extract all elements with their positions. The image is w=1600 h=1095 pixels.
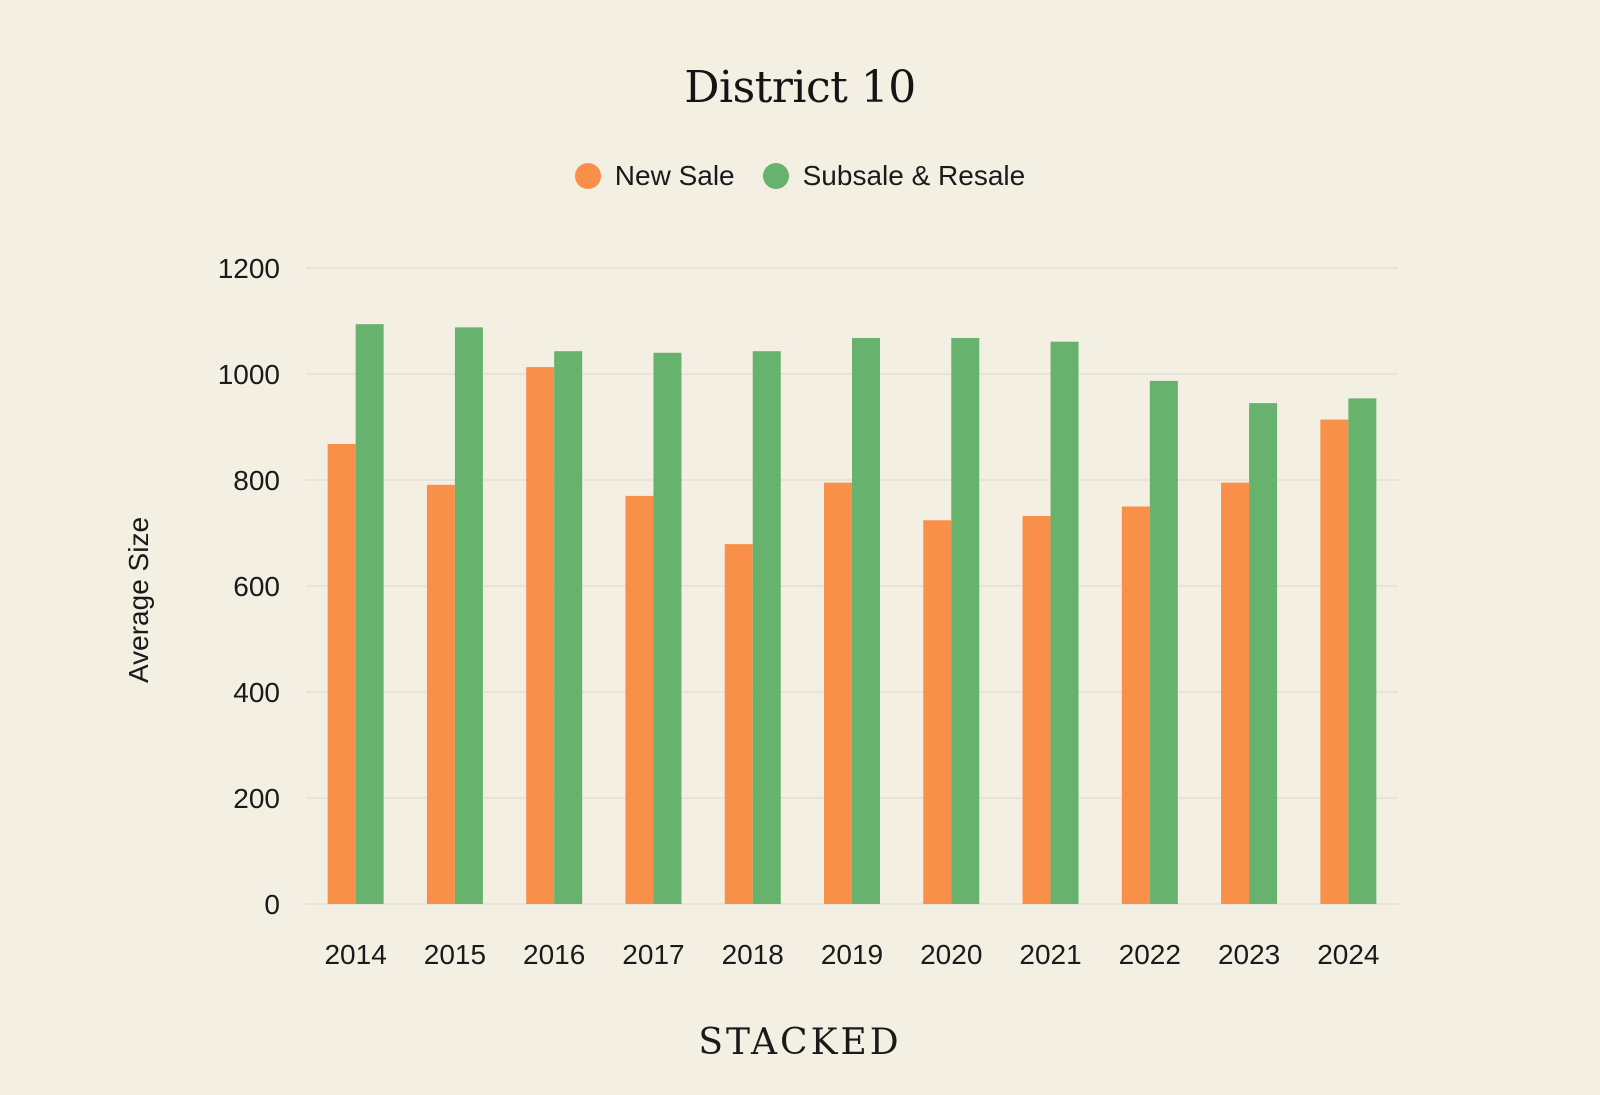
bar-subsale-resale-2019[interactable] <box>852 337 880 905</box>
bar-subsale-resale-2023[interactable] <box>1249 403 1278 904</box>
legend-entry-subsale-resale[interactable]: Subsale & Resale <box>762 160 1026 192</box>
chart-title: District 10 <box>684 62 916 113</box>
bar-subsale-resale-2021[interactable] <box>1050 341 1079 904</box>
bar-subsale-resale-2017[interactable] <box>653 352 682 904</box>
bar-subsale-resale-2015[interactable] <box>454 327 483 904</box>
y-axis-label: Average Size <box>123 517 154 683</box>
legend-label-subsale-resale: Subsale & Resale <box>802 160 1026 191</box>
x-axis-ticks: 2014 2015 2016 2017 2018 2019 2020 2021 2022 2023… <box>324 939 1379 970</box>
y-tick-label: 600 <box>233 571 280 602</box>
bar-new-sale-2023[interactable] <box>1221 482 1250 904</box>
x-tick-label: 2018 <box>722 939 784 970</box>
y-tick-label: 400 <box>233 677 280 708</box>
legend-swatch-new-sale <box>574 163 601 189</box>
bar-subsale-resale-2016[interactable] <box>554 351 583 905</box>
x-tick-label: 2021 <box>1019 939 1081 970</box>
x-tick-label: 2019 <box>821 939 883 970</box>
x-tick-label: 2017 <box>622 939 684 970</box>
bar-new-sale-2014[interactable] <box>327 443 356 904</box>
x-tick-label: 2016 <box>523 939 585 970</box>
y-tick-label: 200 <box>233 783 280 814</box>
x-tick-label: 2014 <box>324 939 386 970</box>
x-tick-label: 2020 <box>920 939 982 970</box>
bar-subsale-resale-2014[interactable] <box>355 324 384 904</box>
x-tick-label: 2015 <box>424 939 486 970</box>
y-tick-label: 1000 <box>218 359 280 390</box>
bar-subsale-resale-2022[interactable] <box>1149 380 1178 904</box>
x-tick-label: 2024 <box>1317 939 1379 970</box>
bar-new-sale-2018[interactable] <box>724 544 753 904</box>
legend: New Sale Subsale & Resale <box>0 160 1600 192</box>
brand-watermark: STACKED <box>698 1022 902 1063</box>
bar-new-sale-2016[interactable] <box>526 367 555 904</box>
legend-swatch-subsale-resale <box>762 163 789 189</box>
x-tick-label: 2022 <box>1119 939 1181 970</box>
bar-subsale-resale-2024[interactable] <box>1348 398 1377 904</box>
legend-entry-new-sale[interactable]: New Sale <box>574 160 735 192</box>
y-tick-label: 800 <box>233 465 280 496</box>
bar-new-sale-2024[interactable] <box>1320 419 1349 904</box>
bars <box>327 324 1377 905</box>
bar-subsale-resale-2018[interactable] <box>752 351 781 905</box>
y-axis-ticks: 0 200 400 600 800 1000 1200 <box>218 253 280 920</box>
bar-new-sale-2019[interactable] <box>824 482 852 904</box>
bar-new-sale-2017[interactable] <box>625 495 654 904</box>
bar-new-sale-2015[interactable] <box>426 484 455 904</box>
bar-new-sale-2021[interactable] <box>1022 516 1051 904</box>
y-tick-label: 1200 <box>218 253 280 284</box>
y-tick-label: 0 <box>264 889 280 920</box>
bar-new-sale-2020[interactable] <box>923 520 952 904</box>
legend-label-new-sale: New Sale <box>614 160 735 191</box>
x-tick-label: 2023 <box>1218 939 1280 970</box>
bar-new-sale-2022[interactable] <box>1121 506 1150 905</box>
bar-subsale-resale-2020[interactable] <box>951 337 980 905</box>
